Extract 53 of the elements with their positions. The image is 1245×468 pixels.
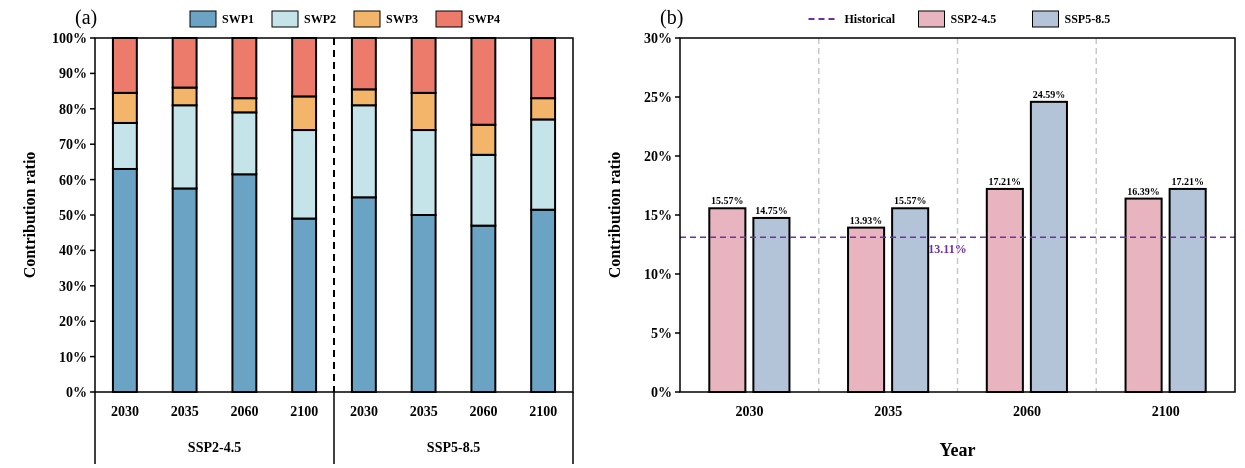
text: SSP5-8.5	[426, 440, 481, 455]
x-tick-label: 2100	[529, 404, 558, 419]
data-label: 17.21%	[1171, 175, 1204, 187]
data-label: 15.57%	[893, 195, 927, 207]
x-tick-label: 2035	[874, 404, 903, 419]
y-axis-title: Contribution ratio	[21, 151, 38, 279]
legend-label: SSP2-4.5	[950, 12, 997, 27]
y-tick-label: 15%	[644, 207, 672, 223]
y-tick-label: 25%	[644, 89, 672, 105]
y-tick-label: 20%	[644, 148, 672, 164]
y-axis-title: Contribution ratio	[606, 151, 623, 279]
x-tick-label: 2060	[469, 404, 498, 419]
y-tick-label: 0%	[651, 384, 672, 400]
y-tick-label: 90%	[59, 66, 87, 82]
y-tick-label: 10%	[644, 266, 672, 282]
legend-label: SWP3	[386, 12, 419, 27]
y-tick-label: 40%	[59, 243, 87, 259]
y-tick-label: 70%	[59, 137, 87, 153]
x-axis-title: Year	[939, 440, 976, 460]
data-label: 15.57%	[711, 195, 744, 207]
chart-title: (b)	[660, 6, 684, 29]
legend-label: SSP5-8.5	[1064, 12, 1111, 27]
legend-label: SWP2	[304, 12, 337, 27]
legend-label: SWP4	[468, 12, 501, 27]
x-tick-label: 2030	[110, 404, 139, 419]
chart-title: (a)	[75, 6, 98, 29]
y-tick-label: 80%	[59, 101, 87, 117]
x-tick-label: 2030	[735, 404, 764, 419]
y-tick-label: 0%	[66, 384, 87, 400]
legend-label: Historical	[844, 12, 896, 27]
y-tick-label: 60%	[59, 172, 87, 188]
y-tick-label: 50%	[59, 207, 87, 223]
data-label: 16.39%	[1127, 185, 1160, 197]
y-tick-label: 30%	[644, 30, 672, 46]
x-tick-label: 2100	[1151, 404, 1180, 419]
legend-label: SWP1	[222, 12, 255, 27]
x-tick-label: 2030	[349, 404, 378, 419]
text: SSP2-4.5	[187, 440, 242, 455]
data-label: 24.59%	[1032, 88, 1066, 100]
annotation: 13.11%	[928, 242, 967, 257]
data-label: 17.21%	[988, 175, 1022, 187]
x-tick-label: 2035	[409, 404, 438, 419]
data-label: 13.93%	[849, 214, 883, 226]
y-tick-label: 5%	[651, 325, 672, 341]
x-tick-label: 2035	[170, 404, 199, 419]
x-tick-label: 2060	[230, 404, 259, 419]
x-tick-label: 2100	[290, 404, 319, 419]
y-tick-label: 20%	[59, 314, 87, 330]
y-tick-label: 100%	[52, 30, 87, 46]
data-label: 14.75%	[755, 204, 788, 216]
y-tick-label: 10%	[59, 349, 87, 365]
x-tick-label: 2060	[1012, 404, 1041, 419]
y-tick-label: 30%	[59, 278, 87, 294]
